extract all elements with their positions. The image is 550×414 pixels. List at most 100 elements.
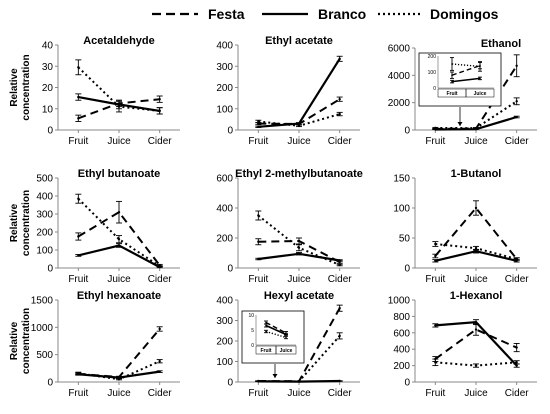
y-axis-label: Relative	[9, 68, 20, 107]
main-data-point	[117, 211, 121, 214]
main-series-line-festa	[434, 328, 518, 360]
inset-y-tick-label: 10	[248, 313, 254, 319]
x-tick-label: Cider	[328, 136, 353, 147]
y-tick-label: 1000	[388, 296, 411, 307]
main-data-point	[77, 66, 80, 69]
y-tick-label: 1500	[31, 296, 54, 307]
main-data-point	[257, 125, 260, 129]
inset-frame	[241, 310, 305, 364]
y-tick-label: 400	[36, 192, 53, 203]
main-data-point	[117, 378, 121, 381]
main-data-point	[257, 257, 260, 261]
main-data-point	[77, 235, 80, 238]
y-tick-label: 30	[42, 62, 54, 73]
inset-data-point	[265, 321, 267, 324]
inset-data-point	[265, 324, 267, 327]
main-data-point	[297, 380, 301, 383]
main-data-point	[515, 100, 518, 103]
main-data-point	[434, 259, 437, 262]
main-data-point	[338, 307, 341, 310]
y-tick-label: 100	[216, 357, 233, 368]
inset-series-line-domingos	[265, 330, 287, 339]
main-data-point	[297, 124, 301, 127]
main-data-point	[515, 257, 518, 261]
main-data-point	[77, 95, 80, 99]
chart-panel-3: 0 2000 4000 6000 Fruit Juice Cider Ethanol 0 100 2…	[388, 38, 537, 147]
inset-data-point	[451, 74, 453, 76]
chart-panel-5: 0 200 400 600 Fruit Juice Cider Ethyl 2-methylb…	[216, 168, 363, 285]
main-data-point	[297, 246, 301, 249]
y-tick-label: 0	[227, 126, 233, 137]
y-tick-label: 200	[216, 337, 233, 348]
main-data-point	[77, 197, 80, 200]
main-data-point	[117, 244, 121, 247]
main-data-point	[158, 360, 161, 363]
y-axis-label: concentration	[21, 54, 32, 120]
chart-panel-6: 0 50 100 150 Fruit Juice Cider 1-Butanol	[393, 168, 537, 285]
inset-data-point	[451, 80, 453, 83]
inset-data-point	[451, 63, 453, 65]
y-tick-label: 100	[216, 104, 233, 115]
legend-label-festa: Festa	[208, 6, 245, 22]
y-tick-label: 4000	[388, 71, 411, 82]
inset-frame	[418, 52, 502, 107]
y-tick-label: 300	[36, 210, 53, 221]
main-data-point	[474, 328, 478, 331]
x-tick-label: Cider	[505, 388, 530, 399]
panel-title: Hexyl acetate	[264, 290, 334, 302]
y-tick-label: 100	[36, 246, 53, 257]
main-data-point	[297, 252, 301, 255]
x-tick-label: Juice	[464, 388, 488, 399]
inset-data-point	[285, 336, 287, 339]
inset-y-tick-label: 0	[433, 86, 436, 92]
inset-series-line-festa	[451, 64, 481, 76]
x-tick-label: Fruit	[248, 274, 268, 285]
x-tick-label: Cider	[505, 274, 530, 285]
chart-panel-9: 0 200 400 600 800 1000 Fruit Juice Cider 1-Hexano…	[388, 290, 537, 399]
x-tick-label: Cider	[148, 274, 173, 285]
panel-title: Acetaldehyde	[83, 35, 155, 47]
y-tick-label: 600	[393, 328, 410, 339]
main-data-point	[338, 112, 341, 116]
y-tick-label: 400	[216, 296, 233, 307]
x-tick-label: Fruit	[68, 388, 88, 399]
main-data-point	[474, 364, 478, 367]
y-tick-label: 300	[216, 62, 233, 73]
inset-y-tick-label: 100	[428, 70, 437, 76]
y-tick-label: 200	[216, 83, 233, 94]
main-data-point	[158, 109, 161, 113]
main-data-point	[515, 346, 518, 349]
y-axis-label: concentration	[21, 190, 32, 256]
inset-x-label-box	[275, 345, 297, 355]
main-data-point	[338, 263, 341, 267]
y-tick-label: 800	[393, 312, 410, 323]
main-data-point	[434, 361, 437, 364]
x-tick-label: Juice	[107, 136, 131, 147]
panel-title: Ethyl butanoate	[78, 168, 161, 180]
main-data-point	[257, 120, 260, 123]
y-tick-label: 200	[216, 234, 233, 245]
y-tick-label: 150	[393, 174, 410, 185]
y-tick-label: 500	[36, 350, 53, 361]
x-tick-label: Juice	[287, 388, 311, 399]
y-tick-label: 400	[216, 204, 233, 215]
inset-chart: 0 100 200 Fruit Juice	[418, 52, 502, 126]
y-tick-label: 400	[393, 345, 410, 356]
panel-title: 1-Butanol	[451, 168, 502, 180]
inset-y-tick-label: 5	[251, 328, 254, 334]
inset-data-point	[265, 330, 267, 333]
main-series-line-festa	[258, 98, 341, 126]
chart-panel-7: 0 500 1000 1500 Fruit Juice Cider Ethyl hexanoa…	[9, 290, 180, 399]
main-series-line-festa	[434, 206, 518, 260]
main-data-point	[515, 364, 518, 367]
y-tick-label: 200	[393, 361, 410, 372]
y-tick-label: 10	[42, 104, 54, 115]
main-data-point	[77, 117, 80, 120]
x-tick-label: Fruit	[425, 388, 445, 399]
main-data-point	[158, 265, 161, 268]
x-tick-label: Fruit	[425, 274, 445, 285]
x-tick-label: Fruit	[248, 136, 268, 147]
x-tick-label: Juice	[287, 274, 311, 285]
main-data-point	[77, 372, 80, 375]
